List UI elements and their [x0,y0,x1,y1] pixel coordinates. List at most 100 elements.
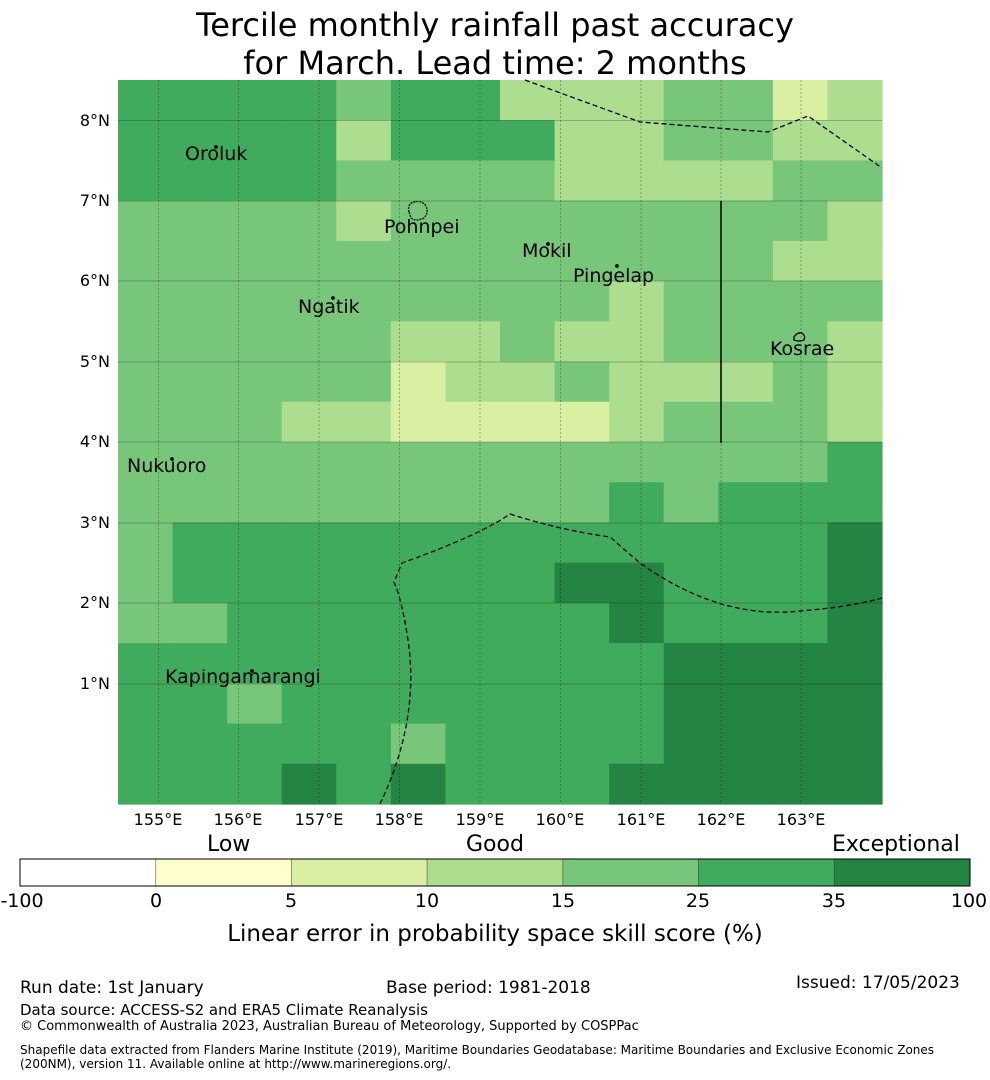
lat-label-3n: 3°N [79,513,110,532]
grid-cell [554,602,610,644]
grid-cell [500,763,556,805]
grid-cell [390,763,447,805]
grid-cell [445,120,501,162]
grid-cell [663,160,719,202]
grid-cell [663,240,719,282]
grid-cell [445,602,501,644]
grid-cell [500,562,556,604]
grid-cell [118,240,174,282]
colorbar-swatch [833,858,971,887]
lon-label-158e: 158°E [374,810,424,829]
grid-cell [554,482,610,524]
grid-cell [281,80,337,121]
grid-cell [500,321,556,363]
grid-cell [227,683,283,725]
grid-cell [336,602,392,644]
grid-cell [827,240,883,282]
grid-cell [227,80,283,121]
island-outlines [170,145,806,673]
grid-cell [772,401,829,443]
grid-cell [390,120,447,162]
grid-cell [227,120,283,162]
grid-cell [227,200,283,242]
pingelap-atoll-marker [615,264,619,268]
lat-label-4n: 4°N [79,432,110,451]
lat-label-8n: 8°N [79,111,110,130]
grid-cell [827,442,883,483]
grid-cell [390,160,447,202]
colorbar [19,858,971,887]
grid-cell [772,763,829,805]
grid-cell [609,442,665,483]
grid-cell [445,80,501,121]
colorbar-category-low: Low [207,832,251,857]
grid-cell [609,522,665,564]
grid-cell [554,200,610,242]
grid-cell [663,482,719,524]
grid-cell [172,200,228,242]
grid-cell [718,401,774,443]
lon-label-157e: 157°E [294,810,344,829]
grid-cell [554,281,610,322]
grid-cell [281,562,337,604]
grid-cell [827,200,883,242]
grid-cell [718,522,774,564]
grid-cell [718,361,774,403]
grid-cell [827,281,883,322]
footer-shapefile-line-1: Shapefile data extracted from Flanders M… [20,1043,935,1057]
grid-cell [390,281,447,322]
grid-cell [281,522,337,564]
footer-base-period: Base period: 1981-2018 [386,978,591,998]
grid-cell [281,321,337,363]
grid-cell [663,683,719,725]
mokil-atoll-marker [546,242,550,246]
grid-cell [772,602,829,644]
grid-cell [554,442,610,483]
grid-cell [227,482,283,524]
grid-cell [609,482,665,524]
grid-cell [554,160,610,202]
grid-cell [390,80,447,121]
grid-cell [663,643,719,684]
lat-label-5n: 5°N [79,352,110,371]
lon-label-155e: 155°E [133,810,183,829]
grid-cell [663,522,719,564]
grid-cell [227,361,283,403]
graticule [118,80,882,804]
grid-cell [554,522,610,564]
grid-cell [281,240,337,282]
grid-cell [336,401,392,443]
grid-cell [827,562,883,604]
grid-cell [118,361,174,403]
grid-cell [336,200,392,242]
grid-cell [390,683,447,725]
grid-cell [227,321,283,363]
grid-cell [500,120,556,162]
grid-cell [390,361,447,403]
grid-cell [445,160,501,202]
grid-cell [118,522,174,564]
lat-label-2n: 2°N [79,593,110,612]
grid-cell [227,602,283,644]
grid-cell [554,240,610,282]
grid-cell [118,160,174,202]
grid-cell [281,763,337,805]
grid-cell [445,643,501,684]
place-label-pohnpei: Pohnpei [384,216,460,238]
grid-cell [227,240,283,282]
grid-cell [827,321,883,363]
grid-cell [554,723,610,765]
grid-cell [336,80,392,121]
grid-cell [172,683,228,725]
lon-label-159e: 159°E [455,810,505,829]
grid-cell [281,482,337,524]
grid-cell [663,361,719,403]
grid-cell [172,442,228,483]
grid-cell [500,80,556,121]
grid-cell [281,120,337,162]
lat-label-6n: 6°N [79,271,110,290]
grid-cell [336,562,392,604]
ngatik-atoll-marker [331,296,335,300]
footer-copyright: © Commonwealth of Australia 2023, Austra… [20,1019,639,1034]
grid-cell [772,442,829,483]
